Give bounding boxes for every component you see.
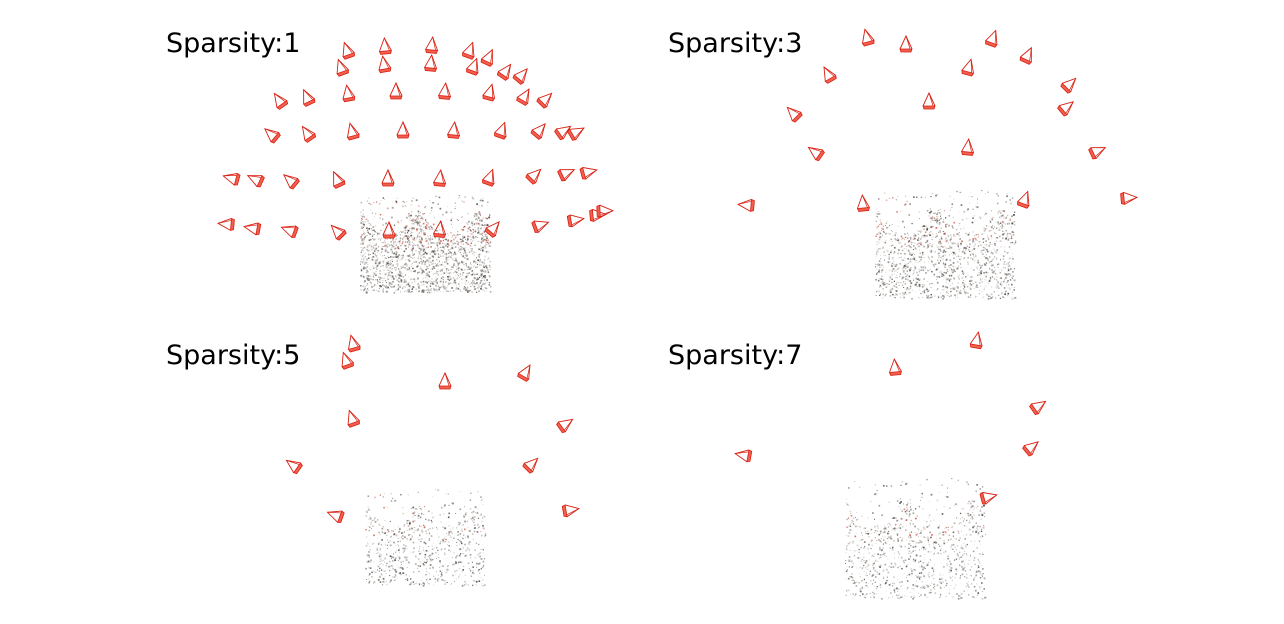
camera-frustum — [382, 220, 396, 239]
camera-frustum — [823, 66, 837, 84]
scene-view — [216, 35, 615, 294]
camera-frustum — [522, 457, 539, 474]
scene-view — [736, 28, 1139, 300]
panel-title: Sparsity:1 — [166, 28, 301, 59]
point-cloud — [365, 488, 487, 587]
camera-frustum — [536, 92, 553, 109]
camera-frustum — [1029, 400, 1047, 416]
camera-frustum — [216, 217, 235, 231]
camera-frustum — [273, 92, 289, 110]
camera-frustum — [1017, 190, 1030, 209]
camera-frustum — [566, 214, 585, 228]
camera-frustum — [480, 48, 493, 67]
camera-frustum — [557, 169, 576, 182]
camera-frustum — [494, 121, 507, 140]
panel-sparsity-7: Sparsity:7 — [642, 312, 1284, 624]
camera-frustum — [466, 57, 479, 76]
camera-frustum — [961, 58, 975, 77]
camera-frustum — [596, 204, 615, 218]
camera-frustum — [347, 409, 360, 428]
camera-frustum — [985, 29, 998, 48]
camera-frustum — [330, 224, 347, 241]
camera-frustum — [222, 172, 241, 186]
camera-frustum — [433, 219, 447, 238]
camera-frustum — [246, 175, 265, 188]
camera-frustum — [333, 170, 346, 189]
camera-frustum — [342, 41, 355, 60]
camera-frustum — [530, 123, 546, 140]
point-cloud — [360, 195, 492, 294]
scene-view — [285, 334, 580, 587]
camera-frustum — [346, 122, 360, 141]
camera-frustum — [554, 125, 572, 141]
camera-frustum — [1120, 191, 1139, 205]
camera-frustum — [517, 364, 531, 382]
camera-frustum — [734, 449, 753, 463]
camera-frustum — [342, 84, 356, 103]
camera-frustum — [347, 334, 361, 353]
camera-frustum — [303, 88, 316, 107]
camera-frustum — [1088, 147, 1107, 160]
camera-frustum — [496, 63, 512, 81]
camera-frustum — [378, 55, 392, 74]
point-cloud — [845, 478, 987, 600]
camera-frustum — [899, 34, 913, 53]
point-cloud — [875, 190, 1017, 300]
camera-frustum — [1060, 77, 1077, 94]
camera-frustum — [922, 91, 936, 110]
camera-frustum — [378, 36, 392, 55]
camera-frustum — [301, 125, 317, 143]
panel-title: Sparsity:5 — [166, 340, 301, 371]
camera-frustum — [243, 222, 262, 236]
camera-frustum — [856, 193, 870, 212]
camera-frustum — [561, 504, 580, 518]
camera-frustum — [336, 58, 349, 77]
camera-frustum — [264, 128, 281, 144]
camera-frustum — [381, 168, 395, 187]
camera-frustum — [531, 220, 550, 233]
camera-frustum — [389, 81, 403, 100]
camera-frustum — [438, 81, 452, 100]
camera-frustum — [525, 168, 542, 185]
camera-frustum — [736, 198, 755, 212]
camera-frustum — [433, 168, 447, 187]
panel-sparsity-1: Sparsity:1 — [0, 0, 642, 312]
camera-frustum — [438, 371, 452, 390]
camera-frustum — [326, 510, 345, 523]
camera-frustum — [462, 41, 475, 60]
camera-frustum — [969, 331, 983, 350]
panel-sparsity-5: Sparsity:5 — [0, 312, 642, 624]
camera-frustum — [280, 225, 299, 238]
camera-frustum — [283, 174, 300, 190]
camera-frustum — [1022, 441, 1039, 457]
camera-frustum — [447, 120, 461, 139]
camera-frustum — [341, 351, 354, 370]
camera-frustum — [1057, 101, 1074, 117]
panel-sparsity-3: Sparsity:3 — [642, 0, 1284, 312]
camera-frustum — [786, 106, 803, 123]
camera-frustum — [1019, 46, 1032, 65]
camera-frustum — [516, 88, 530, 106]
camera-frustum — [482, 168, 495, 187]
camera-frustum — [567, 127, 585, 141]
scene-view — [734, 331, 1047, 600]
camera-frustum — [888, 357, 902, 376]
camera-frustum — [979, 491, 998, 505]
camera-frustum — [396, 120, 410, 139]
camera-frustum — [425, 35, 439, 54]
camera-frustum — [512, 68, 528, 85]
camera-frustum — [482, 83, 496, 102]
camera-frustum — [861, 28, 875, 47]
panel-title: Sparsity:3 — [668, 28, 803, 59]
camera-frustum — [579, 166, 598, 180]
camera-frustum — [424, 53, 438, 72]
camera-frustum — [556, 418, 574, 434]
camera-frustum — [484, 221, 500, 238]
panel-title: Sparsity:7 — [668, 340, 803, 371]
camera-frustum — [961, 137, 975, 156]
camera-frustum — [807, 146, 825, 162]
camera-frustum — [285, 459, 303, 475]
